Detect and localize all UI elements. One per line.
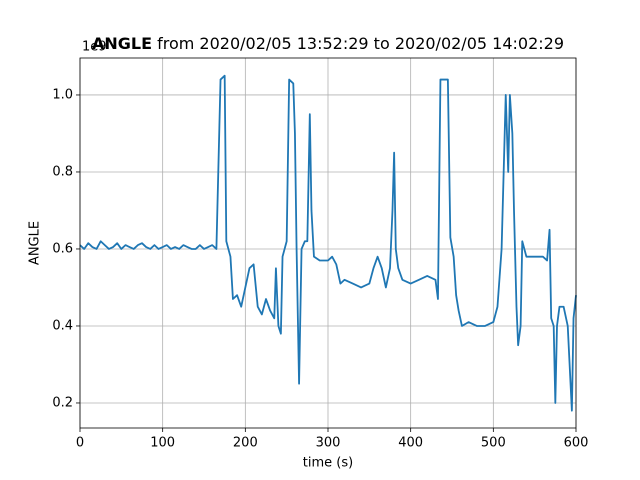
x-tick-label: 200 <box>233 436 258 451</box>
title-rest: from 2020/02/05 13:52:29 to 2020/02/05 1… <box>157 34 564 53</box>
x-tick-label: 0 <box>76 436 84 451</box>
offset-label: 1e9 <box>82 40 107 55</box>
data-line <box>79 74 577 412</box>
x-tick-label: 400 <box>398 436 423 451</box>
y-tick-label: 0.4 <box>52 318 73 333</box>
x-axis-label: time (s) <box>303 456 353 471</box>
y-tick-label: 1.0 <box>52 87 73 102</box>
x-tick-label: 300 <box>316 436 341 451</box>
y-tick-label: 0.8 <box>52 164 73 179</box>
chart-title: ANGLE from 2020/02/05 13:52:29 to 2020/0… <box>92 34 564 53</box>
x-tick-label: 500 <box>481 436 506 451</box>
plot-area <box>79 58 577 428</box>
y-tick-label: 0.6 <box>52 241 73 256</box>
y-tick-label: 0.2 <box>52 395 73 410</box>
y-axis-label: ANGLE <box>28 221 43 265</box>
x-tick-label: 600 <box>564 436 589 451</box>
title-bold: ANGLE <box>92 34 152 53</box>
x-tick-label: 100 <box>150 436 175 451</box>
